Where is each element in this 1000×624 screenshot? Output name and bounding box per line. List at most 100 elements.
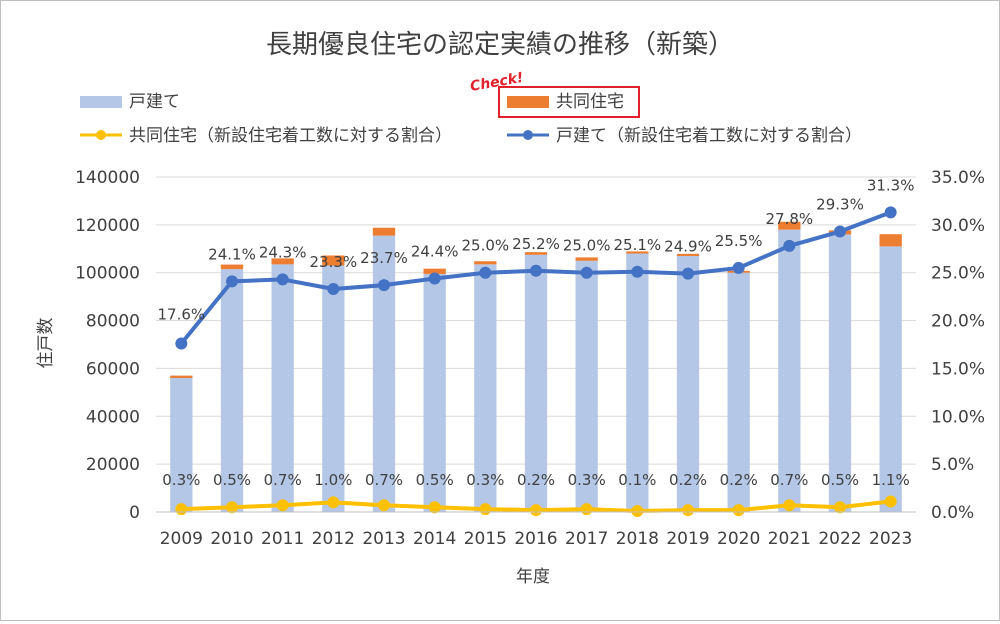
point-detached-ratio [327,282,340,295]
x-axis-tick-label: 2018 [616,529,659,549]
data-label-apartment-ratio: 0.5% [213,471,251,489]
data-label-detached-ratio: 29.3% [816,196,864,214]
point-detached-ratio [631,265,644,278]
annotation-box [498,86,640,118]
x-axis-tick-label: 2019 [666,529,709,549]
bar-detached [828,234,852,512]
point-detached-ratio [276,273,289,286]
bar-detached [372,235,396,512]
point-apartment-ratio [783,499,796,512]
x-axis-title: 年度 [516,567,550,587]
bar-apartment [170,375,193,378]
point-detached-ratio [226,275,238,288]
left-axis-tick-label: 120000 [75,216,140,236]
x-axis-tick-label: 2023 [869,529,912,549]
point-detached-ratio [378,279,390,292]
legend-swatch-detached-bar [80,96,122,108]
bar-detached [220,269,244,512]
x-axis-tick-label: 2022 [818,529,861,549]
legend-marker-detached-ratio [523,130,533,140]
point-detached-ratio [884,206,897,219]
legend-label-detached-ratio: 戸建て（新設住宅着工数に対する割合） [556,126,862,146]
data-label-apartment-ratio: 0.3% [162,471,200,489]
point-detached-ratio [732,261,745,274]
data-label-detached-ratio: 31.3% [867,176,915,194]
legend-swatch-apartment-bar [507,96,549,108]
data-label-apartment-ratio: 0.7% [264,471,302,489]
data-label-detached-ratio: 25.2% [512,235,560,253]
bar-apartment [524,252,548,255]
data-label-detached-ratio: 17.6% [158,306,206,324]
data-label-detached-ratio: 24.3% [259,243,307,261]
right-axis-tick-label: 15.0% [931,359,985,379]
bar-detached [727,272,750,512]
right-axis-tick-label: 25.0% [931,264,985,284]
point-apartment-ratio [580,503,593,516]
data-label-apartment-ratio: 0.5% [821,471,859,489]
right-axis-tick-label: 5.0% [931,455,974,475]
bar-apartment [626,251,649,254]
data-label-apartment-ratio: 0.7% [770,471,808,489]
data-label-detached-ratio: 24.4% [411,242,459,260]
data-label-detached-ratio: 25.1% [614,236,662,254]
bar-apartment [322,255,345,266]
bar-apartment [474,261,497,265]
point-apartment-ratio [732,504,745,517]
bar-detached [676,255,700,512]
right-axis-tick-label: 0.0% [931,503,974,523]
bar-apartment [271,258,294,265]
legend-label-apartment-bar: 共同住宅 [556,92,624,112]
chart-title: 長期優良住宅の認定実績の推移（新築） [266,30,734,60]
right-axis-tick-label: 30.0% [931,216,985,236]
data-label-apartment-ratio: 0.3% [568,471,606,489]
bar-detached [474,264,497,512]
point-apartment-ratio [834,501,846,514]
point-apartment-ratio [378,499,390,512]
bar-detached [271,264,294,512]
data-label-apartment-ratio: 0.2% [720,471,758,489]
left-axis-tick-label: 80000 [86,312,140,332]
bar-detached [778,229,801,512]
point-apartment-ratio [530,504,542,517]
x-axis-tick-label: 2012 [312,529,355,549]
point-apartment-ratio [276,499,289,512]
right-axis-tick-label: 35.0% [931,168,985,188]
point-detached-ratio [428,272,441,285]
x-axis-tick-label: 2021 [768,529,811,549]
data-label-apartment-ratio: 1.0% [314,471,352,489]
legend-label-detached-bar: 戸建て [129,92,180,112]
left-axis-tick-label: 0 [129,503,140,523]
bar-apartment [372,227,396,236]
x-axis-tick-label: 2013 [362,529,405,549]
point-detached-ratio [682,267,694,280]
bar-apartment [778,221,801,230]
bar-detached [575,260,598,512]
point-apartment-ratio [682,504,694,517]
right-axis-tick-label: 20.0% [931,312,985,332]
left-axis-tick-label: 60000 [86,359,140,379]
x-axis-tick-label: 2016 [514,529,557,549]
data-label-detached-ratio: 23.3% [310,253,358,271]
point-apartment-ratio [631,505,644,518]
data-label-apartment-ratio: 0.7% [365,471,403,489]
data-label-apartment-ratio: 0.2% [669,471,707,489]
x-axis-tick-label: 2020 [717,529,760,549]
left-axis-tick-label: 100000 [75,264,140,284]
legend-label-apartment-ratio: 共同住宅（新設住宅着工数に対する割合） [129,126,452,146]
data-label-apartment-ratio: 0.1% [618,471,656,489]
bar-detached [626,253,649,513]
point-detached-ratio [834,225,846,238]
x-axis-tick-label: 2011 [261,529,304,549]
point-apartment-ratio [226,501,238,514]
point-apartment-ratio [479,503,492,516]
data-label-detached-ratio: 25.0% [462,237,510,255]
point-apartment-ratio [175,503,188,516]
bar-detached [322,265,345,512]
bar-detached [879,246,902,512]
bar-apartment [220,264,244,270]
data-label-apartment-ratio: 0.3% [466,471,504,489]
point-detached-ratio [175,337,188,350]
annotation-check-label: Check! [469,70,525,95]
